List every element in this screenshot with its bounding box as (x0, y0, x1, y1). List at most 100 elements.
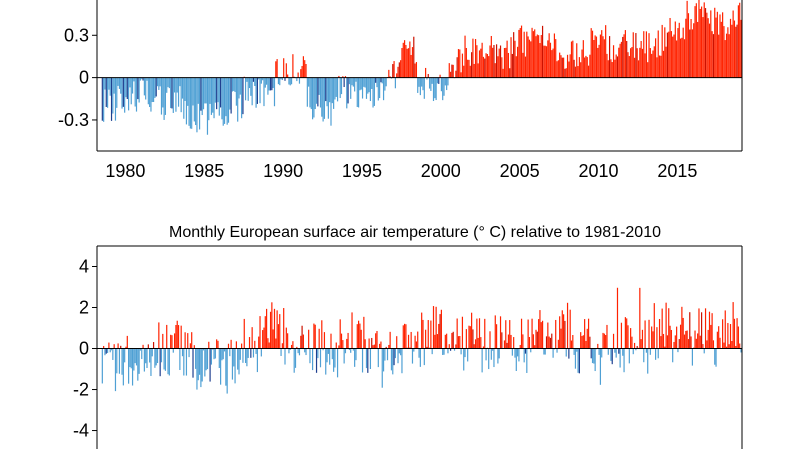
cool-anomaly-bar (220, 348, 222, 385)
warm-anomaly-bar (651, 53, 653, 78)
warm-anomaly-bar (507, 334, 510, 349)
warm-anomaly-bar (417, 331, 419, 349)
warm-anomaly-bar (227, 343, 230, 349)
cool-anomaly-bar (398, 348, 400, 354)
warm-anomaly-bar (681, 306, 683, 349)
cool-anomaly-bar (677, 348, 679, 353)
warm-anomaly-bar (589, 336, 591, 349)
cool-anomaly-bar (601, 348, 603, 358)
warm-anomaly-bar (368, 338, 370, 349)
warm-anomaly-bar (603, 333, 605, 349)
warm-anomaly-bar (313, 323, 315, 349)
cool-anomaly-bar (591, 348, 594, 364)
warm-anomaly-bar (666, 335, 669, 349)
cool-anomaly-bar (438, 77, 440, 84)
cool-anomaly-bar (201, 77, 203, 116)
cool-anomaly-bar (121, 77, 123, 109)
warm-anomaly-bar (409, 41, 411, 78)
cool-anomaly-bar (183, 348, 185, 376)
top-x-tick-label: 1985 (184, 161, 224, 181)
warm-anomaly-bar (323, 332, 326, 349)
warm-anomaly-bar (733, 318, 736, 349)
cool-anomaly-bar (327, 77, 329, 119)
cool-anomaly-bar (355, 77, 357, 82)
cool-anomaly-bar (284, 348, 286, 365)
cool-anomaly-bar (346, 77, 348, 109)
warm-anomaly-bar (701, 312, 703, 349)
cool-anomaly-bar (348, 77, 350, 85)
top-y-axis: 0.3 0 -0.3 (58, 25, 97, 130)
cool-anomaly-bar (185, 77, 188, 125)
cool-anomaly-bar (524, 348, 527, 354)
warm-anomaly-bar (690, 336, 692, 349)
cool-anomaly-bar (492, 348, 494, 351)
warm-anomaly-bar (541, 320, 544, 349)
warm-anomaly-bar (403, 40, 406, 78)
warm-anomaly-bar (636, 346, 638, 349)
warm-anomaly-bar (505, 47, 507, 78)
warm-anomaly-bar (259, 316, 261, 349)
cool-anomaly-bar (133, 348, 135, 371)
warm-anomaly-bar (668, 308, 670, 349)
warm-anomaly-bar (108, 342, 110, 349)
warm-anomaly-bar (615, 54, 617, 78)
warm-anomaly-bar (644, 53, 646, 78)
cool-anomaly-bar (309, 348, 311, 364)
warm-anomaly-bar (603, 39, 605, 78)
warm-anomaly-bar (519, 28, 521, 78)
warm-anomaly-bar (689, 312, 691, 349)
warm-anomaly-bar (631, 47, 633, 78)
cool-anomaly-bar (294, 348, 297, 368)
cool-anomaly-bar (310, 77, 312, 110)
warm-anomaly-bar (648, 319, 650, 349)
warm-anomaly-bar (523, 31, 525, 78)
warm-anomaly-bar (301, 65, 303, 78)
warm-anomaly-bar (695, 3, 697, 78)
cool-anomaly-bar (313, 77, 315, 118)
warm-anomaly-bar (594, 35, 596, 78)
cool-anomaly-bar (277, 77, 280, 85)
cool-anomaly-bar (714, 348, 716, 365)
warm-anomaly-bar (559, 52, 561, 78)
warm-anomaly-bar (689, 29, 691, 78)
cool-anomaly-bar (381, 348, 383, 388)
cool-anomaly-bar (197, 77, 199, 104)
warm-anomaly-bar (712, 34, 715, 78)
top-x-tick-label: 1990 (263, 161, 303, 181)
warm-anomaly-bar (665, 46, 667, 78)
warm-anomaly-bar (662, 50, 665, 78)
cool-anomaly-bar (234, 77, 236, 93)
warm-anomaly-bar (251, 327, 253, 349)
cool-anomaly-bar (196, 77, 198, 133)
cool-anomaly-bar (618, 348, 620, 354)
warm-anomaly-bar (710, 324, 712, 349)
cool-anomaly-bar (191, 77, 193, 129)
warm-anomaly-bar (673, 34, 675, 78)
cool-anomaly-bar (280, 77, 282, 80)
warm-anomaly-bar (451, 332, 453, 349)
warm-anomaly-bar (472, 38, 474, 78)
cool-anomaly-bar (354, 77, 356, 92)
warm-anomaly-bar (461, 53, 464, 78)
warm-anomaly-bar (587, 65, 590, 78)
warm-anomaly-bar (388, 69, 390, 78)
cool-anomaly-bar (104, 348, 106, 356)
warm-anomaly-bar (301, 325, 303, 349)
warm-anomaly-bar (589, 54, 591, 78)
warm-anomaly-bar (534, 345, 536, 349)
cool-anomaly-bar (160, 348, 163, 363)
warm-anomaly-bar (283, 308, 285, 349)
cool-anomaly-bar (334, 348, 336, 368)
warm-anomaly-bar (647, 62, 649, 78)
warm-anomaly-bar (456, 318, 458, 349)
warm-anomaly-bar (406, 48, 408, 78)
cool-anomaly-bar (344, 348, 347, 354)
warm-anomaly-bar (413, 36, 415, 78)
warm-anomaly-bar (532, 31, 534, 78)
cool-anomaly-bar (623, 348, 625, 373)
warm-anomaly-bar (405, 44, 407, 78)
cool-anomaly-bar (350, 348, 352, 353)
cool-anomaly-bar (264, 77, 266, 88)
warm-anomaly-bar (300, 69, 302, 78)
warm-anomaly-bar (344, 76, 347, 78)
